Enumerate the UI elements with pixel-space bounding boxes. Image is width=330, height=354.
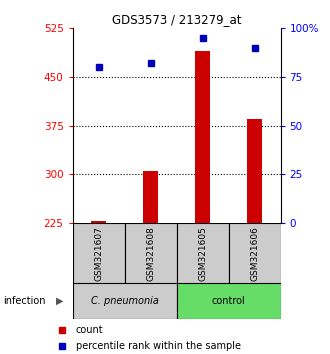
Text: GSM321605: GSM321605 (198, 225, 207, 281)
Bar (91, 221, 106, 223)
Text: GSM321608: GSM321608 (146, 225, 155, 281)
Title: GDS3573 / 213279_at: GDS3573 / 213279_at (112, 13, 241, 26)
Bar (177, 223, 228, 283)
Text: control: control (212, 296, 246, 306)
Text: GSM321607: GSM321607 (94, 225, 103, 281)
Text: infection: infection (3, 296, 46, 306)
Text: percentile rank within the sample: percentile rank within the sample (76, 341, 241, 351)
Bar (177, 283, 280, 319)
Bar (124, 223, 177, 283)
Bar (228, 223, 280, 283)
Text: GSM321606: GSM321606 (250, 225, 259, 281)
Text: count: count (76, 325, 103, 335)
Bar (143, 171, 158, 223)
Bar (195, 51, 210, 223)
Bar (247, 119, 262, 223)
Text: ▶: ▶ (56, 296, 64, 306)
Bar (73, 223, 124, 283)
Bar (73, 283, 177, 319)
Text: C. pneumonia: C. pneumonia (91, 296, 158, 306)
